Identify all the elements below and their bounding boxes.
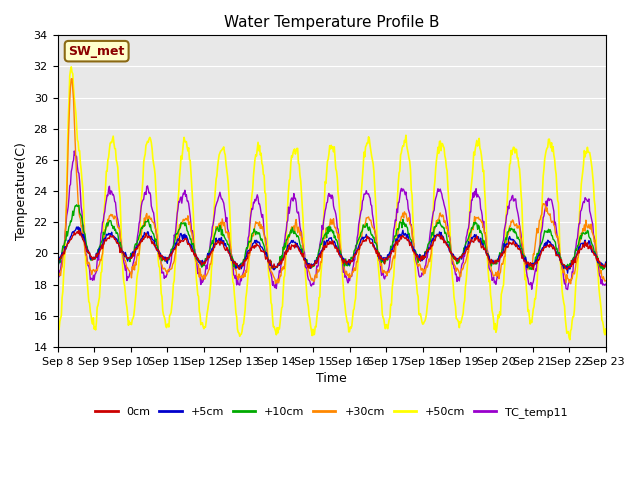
0cm — [529, 267, 537, 273]
0cm — [75, 228, 83, 233]
TC_temp11 — [63, 209, 71, 215]
+30cm — [68, 76, 76, 82]
Line: TC_temp11: TC_temp11 — [58, 151, 605, 289]
+30cm — [63, 168, 71, 174]
+10cm — [54, 263, 61, 269]
0cm — [205, 255, 213, 261]
+5cm — [177, 231, 184, 237]
+5cm — [74, 224, 82, 230]
Line: +30cm: +30cm — [58, 79, 605, 284]
+50cm — [63, 149, 71, 155]
+5cm — [63, 241, 71, 247]
+10cm — [121, 252, 129, 258]
X-axis label: Time: Time — [316, 372, 347, 385]
TC_temp11 — [564, 287, 572, 292]
TC_temp11 — [54, 276, 61, 282]
+50cm — [177, 166, 184, 172]
+10cm — [73, 202, 81, 208]
TC_temp11 — [70, 148, 78, 154]
0cm — [399, 233, 407, 239]
+10cm — [602, 261, 609, 266]
+30cm — [121, 257, 129, 263]
TC_temp11 — [415, 272, 423, 278]
0cm — [63, 240, 71, 246]
+30cm — [415, 262, 423, 267]
+10cm — [563, 267, 571, 273]
Line: +50cm: +50cm — [58, 67, 605, 340]
+50cm — [121, 283, 129, 289]
+50cm — [54, 329, 61, 335]
+10cm — [63, 233, 71, 239]
+50cm — [399, 143, 407, 149]
Line: +10cm: +10cm — [58, 205, 605, 270]
+5cm — [602, 259, 609, 265]
+5cm — [564, 270, 572, 276]
+30cm — [399, 210, 407, 216]
+5cm — [399, 228, 407, 233]
0cm — [121, 252, 129, 258]
0cm — [54, 257, 61, 263]
+5cm — [415, 255, 423, 261]
+30cm — [602, 278, 609, 284]
+50cm — [67, 64, 75, 70]
+5cm — [121, 254, 129, 260]
Y-axis label: Temperature(C): Temperature(C) — [15, 142, 28, 240]
+30cm — [54, 273, 61, 278]
0cm — [177, 240, 184, 245]
+10cm — [177, 225, 184, 230]
TC_temp11 — [602, 281, 609, 287]
0cm — [602, 261, 609, 266]
TC_temp11 — [121, 263, 129, 268]
+30cm — [177, 225, 184, 231]
+5cm — [54, 254, 61, 260]
TC_temp11 — [177, 195, 184, 201]
+10cm — [205, 248, 213, 254]
Legend: 0cm, +5cm, +10cm, +30cm, +50cm, TC_temp11: 0cm, +5cm, +10cm, +30cm, +50cm, TC_temp1… — [91, 402, 572, 422]
+50cm — [566, 337, 573, 343]
Line: +5cm: +5cm — [58, 227, 605, 273]
Text: SW_met: SW_met — [68, 45, 125, 58]
+30cm — [567, 281, 575, 287]
+50cm — [415, 312, 423, 317]
Title: Water Temperature Profile B: Water Temperature Profile B — [224, 15, 439, 30]
+30cm — [205, 266, 213, 272]
+5cm — [205, 251, 213, 257]
TC_temp11 — [399, 186, 407, 192]
+50cm — [205, 297, 213, 303]
+50cm — [602, 326, 609, 332]
Line: 0cm: 0cm — [58, 230, 605, 270]
+10cm — [415, 253, 423, 259]
0cm — [415, 257, 423, 263]
+10cm — [399, 216, 407, 222]
TC_temp11 — [205, 250, 213, 255]
